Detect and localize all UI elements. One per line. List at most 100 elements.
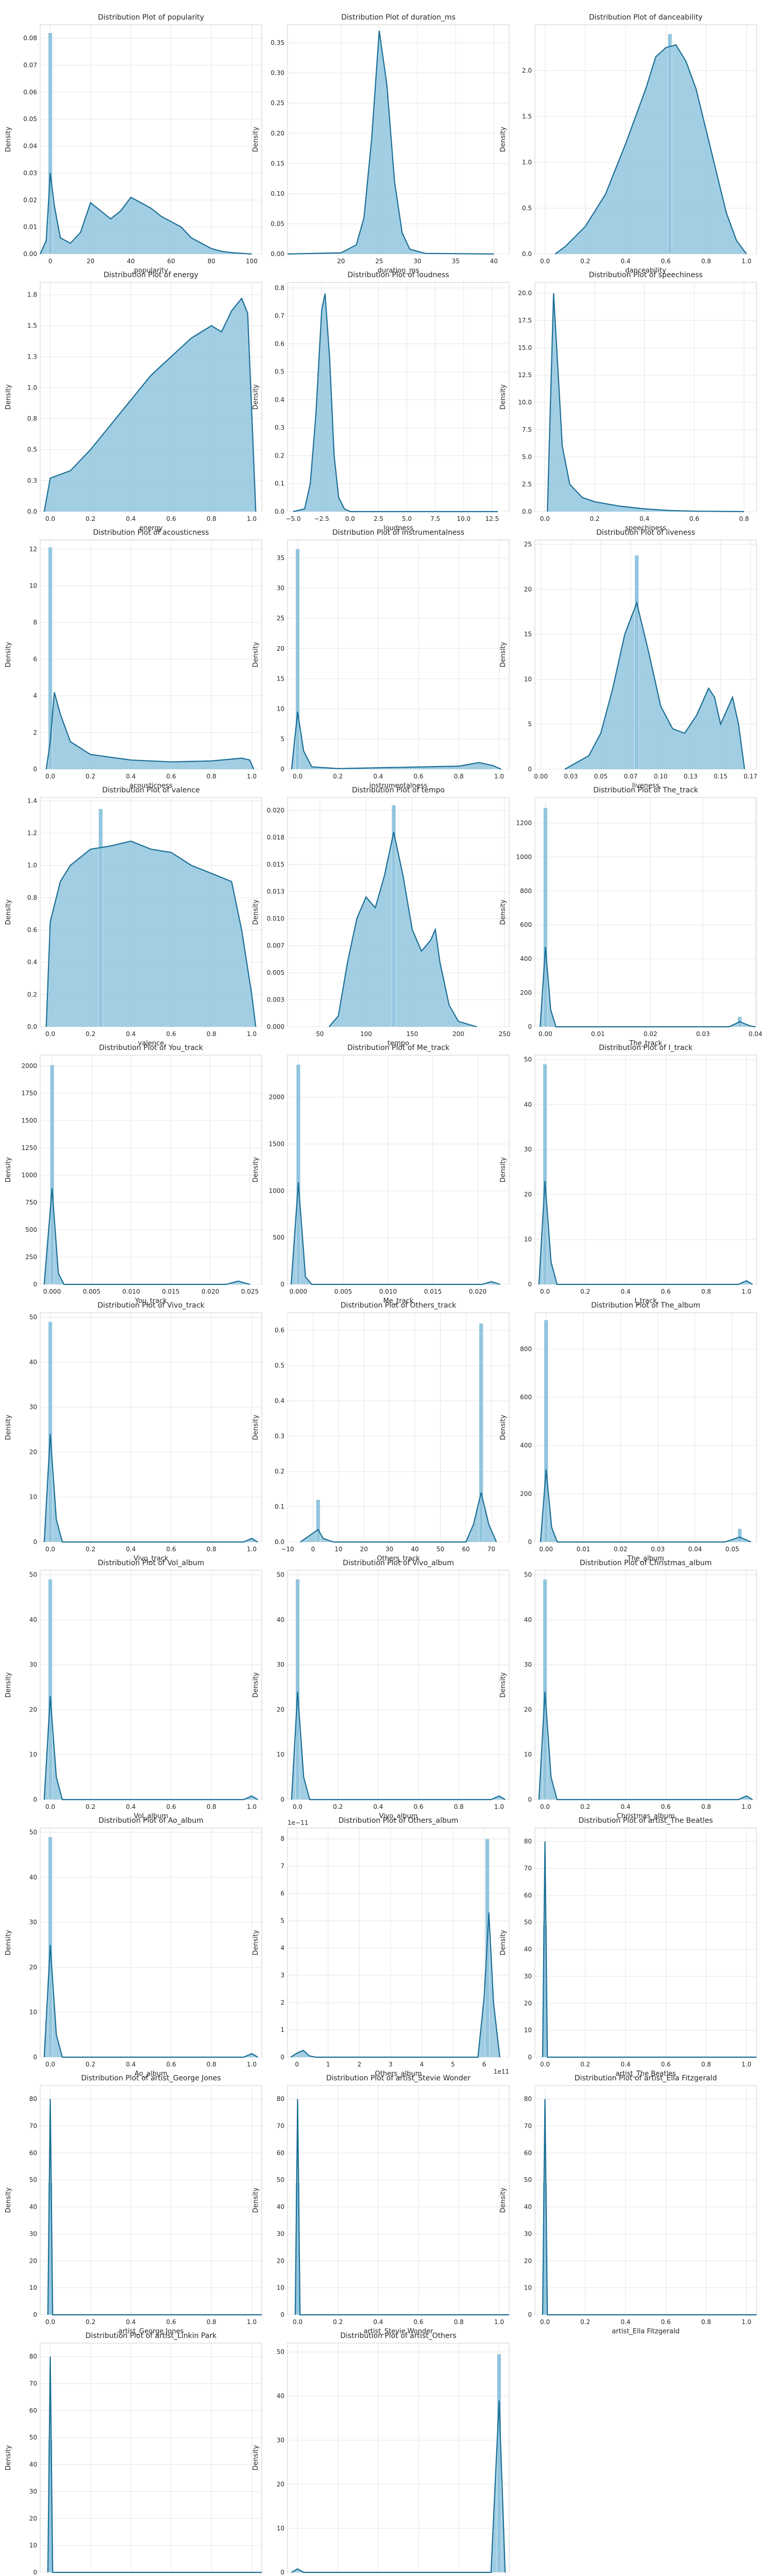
y-tick-label: 0 xyxy=(528,2311,532,2318)
x-tick-label: 3 xyxy=(389,2061,393,2068)
y-tick-label: 20 xyxy=(277,1706,284,1713)
y-tick-label: 5 xyxy=(528,721,532,728)
x-tick-label: 4 xyxy=(420,2061,424,2068)
x-tick-label: 0.0 xyxy=(293,2318,303,2326)
y-tick-label: 50 xyxy=(524,2176,532,2183)
y-tick-label: 0.10 xyxy=(271,190,284,197)
kde-line xyxy=(542,1841,757,2058)
histogram-area xyxy=(293,293,498,512)
chart-title: Distribution Plot of I_track xyxy=(599,1044,693,1052)
chart-title: Distribution Plot of energy xyxy=(104,271,198,279)
kde-line xyxy=(538,1181,753,1285)
y-tick-label: 0.05 xyxy=(23,115,37,123)
x-tick-label: 0.010 xyxy=(379,1288,397,1295)
x-tick-label: 0 xyxy=(295,2061,299,2068)
x-tick-label: 0.2 xyxy=(580,1288,590,1295)
x-tick-label: 12.5 xyxy=(485,515,499,522)
x-tick-label: 100 xyxy=(360,1030,372,1038)
x-tick-label: 40 xyxy=(490,258,498,265)
histogram-bar xyxy=(49,1064,55,1285)
y-tick-label: 35 xyxy=(277,554,284,562)
kde-line xyxy=(43,1434,258,1543)
x-tick-label: 0.8 xyxy=(207,2318,216,2326)
x-tick-label: 0.00 xyxy=(539,1546,553,1553)
y-tick-label: 0 xyxy=(528,1538,532,1546)
histogram-area xyxy=(44,298,256,512)
x-tick-label: 60 xyxy=(462,1546,469,1553)
x-tick-label: 35 xyxy=(452,258,460,265)
x-tick-label: 0.0 xyxy=(45,2318,55,2326)
x-tick-label: 10 xyxy=(334,1546,342,1553)
y-tick-label: 6 xyxy=(33,655,37,663)
y-tick-label: 0.7 xyxy=(275,312,284,319)
x-tick-label: 1.0 xyxy=(494,773,504,780)
x-tick-label: 1.0 xyxy=(247,2061,257,2068)
y-tick-label: 20 xyxy=(29,2257,37,2264)
y-tick-label: 20 xyxy=(29,1706,37,1713)
y-axis-label: Density xyxy=(252,1157,260,1182)
y-tick-label: 25 xyxy=(524,541,532,548)
x-tick-label: 0.4 xyxy=(126,515,136,522)
x-tick-label: 0.6 xyxy=(166,1546,176,1553)
y-tick-label: 40 xyxy=(29,2204,37,2211)
x-axis-label: Christmas_album xyxy=(617,1812,675,1820)
y-tick-label: 1750 xyxy=(21,1090,37,1097)
chart-panel: 0.000 0.005 0.010 0.015 0.020 0 500 1000 1500 200… xyxy=(252,1044,510,1305)
y-tick-label: 20 xyxy=(277,2257,284,2264)
y-tick-label: 0.01 xyxy=(23,224,37,231)
chart-panel: 0.00.20.40.60.81.001020304050607080Distr… xyxy=(5,2332,262,2576)
y-tick-label: 12.5 xyxy=(518,371,532,379)
axes-frame xyxy=(40,2085,262,2315)
x-tick-label: 50 xyxy=(316,1030,324,1038)
x-axis-label: I_track xyxy=(634,1297,657,1305)
y-tick-label: 8 xyxy=(280,1835,284,1842)
x-tick-label: 0.15 xyxy=(714,773,728,780)
x-tick-label: 0.02 xyxy=(614,1546,628,1553)
x-tick-label: 0.07 xyxy=(624,773,638,780)
y-tick-label: 5.0 xyxy=(522,453,532,461)
chart-panel: 0 1 2 3 4 5 6 0 1 2 3 4 5 6 7 8 Distribution Plot of Oth… xyxy=(252,1817,510,2078)
histogram-area xyxy=(547,293,744,512)
x-tick-label: 0.0 xyxy=(540,1288,550,1295)
y-tick-label: 1000 xyxy=(516,853,532,860)
x-tick-label: 0.2 xyxy=(86,1030,95,1038)
y-axis-label: Density xyxy=(252,1414,260,1440)
chart-panel: −5.0 −2.5 0.0 2.5 5.0 7.5 10.0 12.5 0.0 0.1 0.2 0.3… xyxy=(252,271,510,532)
x-tick-label: 0.4 xyxy=(126,773,136,780)
x-tick-label: 0.4 xyxy=(373,1803,383,1810)
y-tick-label: 0.20 xyxy=(271,130,284,137)
y-tick-label: 0.0 xyxy=(275,1538,284,1546)
chart-panel: 0.0 0.2 0.4 0.6 0.8 1.0 0.0 0.5 1.0 1.5 2.0 Distrib… xyxy=(499,13,757,275)
y-tick-label: 30 xyxy=(277,585,284,592)
y-tick-label: 0.4 xyxy=(275,396,284,403)
y-tick-label: 20 xyxy=(277,2481,284,2488)
chart-title: Distribution Plot of The_album xyxy=(591,1301,700,1310)
y-tick-label: 500 xyxy=(25,1226,37,1233)
chart-panel: 0.00 0.03 0.05 0.07 0.10 0.13 0.15 0.17 0 5 10 15 20… xyxy=(499,529,758,790)
x-tick-label: 0.2 xyxy=(333,773,343,780)
x-tick-label: 70 xyxy=(488,1546,495,1553)
y-tick-label: 20 xyxy=(524,1999,532,2007)
y-tick-label: 70 xyxy=(524,1865,532,1872)
kde-line xyxy=(39,173,252,255)
x-tick-label: 0.4 xyxy=(373,2318,383,2326)
y-tick-label: 0.1 xyxy=(275,480,284,487)
y-axis-label: Density xyxy=(5,2187,12,2213)
x-tick-label: 0.05 xyxy=(726,1546,740,1553)
x-tick-label: 0.020 xyxy=(469,1288,486,1295)
y-tick-label: 50 xyxy=(29,2176,37,2183)
x-tick-label: 0.4 xyxy=(620,2318,630,2326)
x-tick-label: 20 xyxy=(360,1546,368,1553)
y-tick-label: 10 xyxy=(29,2009,37,2016)
y-tick-label: 0 xyxy=(33,2054,37,2061)
y-tick-label: 80 xyxy=(29,2095,37,2103)
chart-panel: 0.0 0.2 0.4 0.6 0.8 1.0 0 2 4 6 8 10 12 Distribution … xyxy=(5,529,262,790)
y-tick-label: 200 xyxy=(520,1490,532,1497)
y-axis-label: Density xyxy=(252,899,260,925)
x-tick-label: 0.8 xyxy=(207,2061,216,2068)
chart-panel: 0.00.20.40.60.81.001020304050Distributio… xyxy=(252,2332,510,2576)
chart-title: Distribution Plot of danceability xyxy=(589,13,702,22)
y-tick-label: 10 xyxy=(29,2542,37,2549)
y-tick-label: 80 xyxy=(524,1838,532,1845)
